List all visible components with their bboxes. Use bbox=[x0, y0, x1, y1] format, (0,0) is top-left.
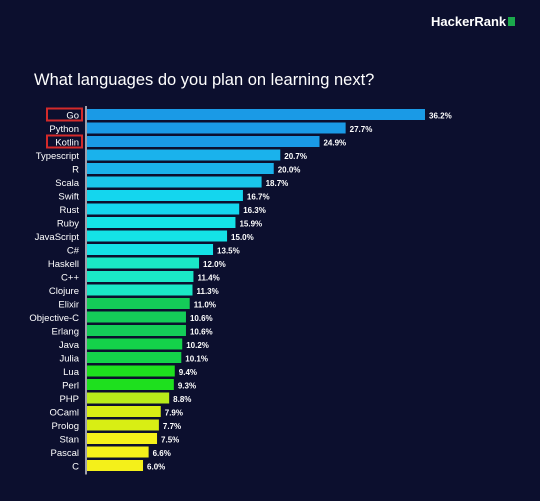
category-label: Swift bbox=[58, 192, 79, 203]
bar bbox=[87, 257, 200, 269]
value-label: 9.4% bbox=[179, 368, 197, 377]
category-label: Elixir bbox=[58, 300, 79, 311]
category-label: C bbox=[72, 462, 79, 473]
value-label: 8.8% bbox=[173, 395, 191, 404]
category-label: Erlang bbox=[52, 327, 79, 338]
value-label: 11.4% bbox=[197, 274, 219, 283]
bar bbox=[87, 136, 320, 147]
category-label: Prolog bbox=[52, 421, 79, 432]
value-label: 36.2% bbox=[429, 112, 452, 121]
category-label: R bbox=[72, 165, 79, 176]
value-label: 24.9% bbox=[323, 139, 346, 148]
value-label: 7.9% bbox=[165, 409, 183, 418]
value-label: 20.0% bbox=[278, 166, 301, 175]
value-label: 6.6% bbox=[153, 449, 171, 458]
bar bbox=[87, 325, 186, 336]
value-label: 12.0% bbox=[203, 260, 226, 269]
category-label: OCaml bbox=[49, 408, 79, 419]
category-label: Rust bbox=[59, 205, 79, 216]
category-label: Haskell bbox=[48, 259, 79, 270]
bar bbox=[87, 379, 174, 390]
category-label: C# bbox=[67, 246, 80, 257]
value-label: 20.7% bbox=[284, 152, 307, 161]
bar bbox=[87, 190, 243, 201]
value-label: 10.2% bbox=[186, 341, 209, 350]
value-label: 7.7% bbox=[163, 422, 181, 431]
value-label: 11.0% bbox=[194, 301, 216, 310]
bar bbox=[87, 244, 214, 255]
value-label: 11.3% bbox=[197, 287, 219, 296]
category-label: C++ bbox=[61, 273, 79, 284]
brand-logo: HackerRank bbox=[431, 14, 516, 29]
value-label: 10.1% bbox=[185, 355, 208, 364]
category-label: Clojure bbox=[49, 286, 79, 297]
category-label: Perl bbox=[62, 381, 79, 392]
brand-name: HackerRank bbox=[431, 14, 507, 29]
value-label: 6.0% bbox=[147, 463, 165, 472]
category-label: Python bbox=[49, 124, 79, 135]
bar bbox=[87, 311, 186, 323]
bar bbox=[87, 338, 183, 350]
value-label: 13.5% bbox=[217, 247, 240, 256]
category-label: Ruby bbox=[57, 219, 79, 230]
bar bbox=[87, 298, 190, 309]
bar bbox=[87, 163, 274, 174]
bar bbox=[87, 433, 158, 444]
value-label: 16.7% bbox=[247, 193, 270, 202]
category-label: Objective-C bbox=[29, 313, 79, 324]
bar bbox=[87, 419, 159, 431]
value-label: 15.0% bbox=[231, 233, 254, 242]
highlight-box bbox=[46, 107, 83, 122]
highlight-box bbox=[46, 134, 83, 149]
chart-title: What languages do you plan on learning n… bbox=[34, 71, 375, 89]
value-label: 16.3% bbox=[243, 206, 266, 215]
bar bbox=[87, 460, 144, 471]
bar bbox=[87, 109, 425, 120]
category-label: Scala bbox=[55, 178, 79, 189]
bar bbox=[87, 271, 194, 282]
bar bbox=[87, 406, 161, 417]
value-label: 15.9% bbox=[239, 220, 262, 229]
bar bbox=[87, 392, 170, 404]
category-label: Stan bbox=[59, 435, 79, 446]
category-label: JavaScript bbox=[35, 232, 80, 243]
category-label: Lua bbox=[63, 367, 80, 378]
bar bbox=[87, 203, 240, 215]
category-label: Java bbox=[59, 340, 80, 351]
value-label: 18.7% bbox=[266, 179, 289, 188]
value-label: 10.6% bbox=[190, 328, 213, 337]
bar bbox=[87, 365, 175, 377]
category-label: Go bbox=[66, 111, 79, 122]
bar bbox=[87, 230, 228, 242]
category-label: Julia bbox=[59, 354, 79, 365]
bar bbox=[87, 284, 193, 296]
category-label: Typescript bbox=[36, 151, 80, 162]
brand-square-icon bbox=[508, 17, 516, 26]
bar bbox=[87, 176, 262, 188]
bar bbox=[87, 122, 346, 134]
value-label: 9.3% bbox=[178, 382, 196, 391]
value-label: 27.7% bbox=[350, 125, 373, 134]
category-label: PHP bbox=[59, 394, 79, 405]
bar bbox=[87, 149, 281, 161]
bar bbox=[87, 217, 236, 228]
value-label: 10.6% bbox=[190, 314, 213, 323]
bar bbox=[87, 446, 149, 458]
category-label: Kotlin bbox=[55, 138, 79, 149]
value-label: 7.5% bbox=[161, 436, 179, 445]
category-label: Pascal bbox=[50, 448, 79, 459]
bar bbox=[87, 352, 182, 363]
